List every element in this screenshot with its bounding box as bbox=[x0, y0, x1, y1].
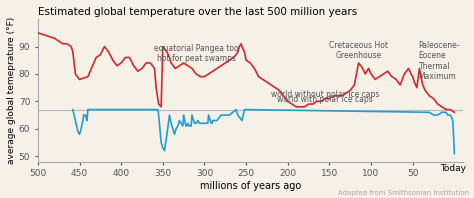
Text: Paleocene-
Eocene
Thermal
Maximum: Paleocene- Eocene Thermal Maximum bbox=[419, 41, 460, 81]
Y-axis label: average global temeprature (°F): average global temeprature (°F) bbox=[7, 17, 16, 164]
Text: equatorial Pangea too
hot for peat swamps: equatorial Pangea too hot for peat swamp… bbox=[154, 44, 238, 63]
Text: world without polar ice caps: world without polar ice caps bbox=[271, 90, 380, 99]
Text: Adapted from Smithsonian Institution: Adapted from Smithsonian Institution bbox=[338, 190, 469, 196]
Text: Cretaceous Hot
Greenhouse: Cretaceous Hot Greenhouse bbox=[329, 41, 388, 60]
X-axis label: millions of years ago: millions of years ago bbox=[200, 181, 301, 191]
Text: Today: Today bbox=[440, 164, 465, 173]
Text: Estimated global temperature over the last 500 million years: Estimated global temperature over the la… bbox=[38, 7, 357, 17]
Text: world with polar ice caps: world with polar ice caps bbox=[277, 95, 373, 104]
